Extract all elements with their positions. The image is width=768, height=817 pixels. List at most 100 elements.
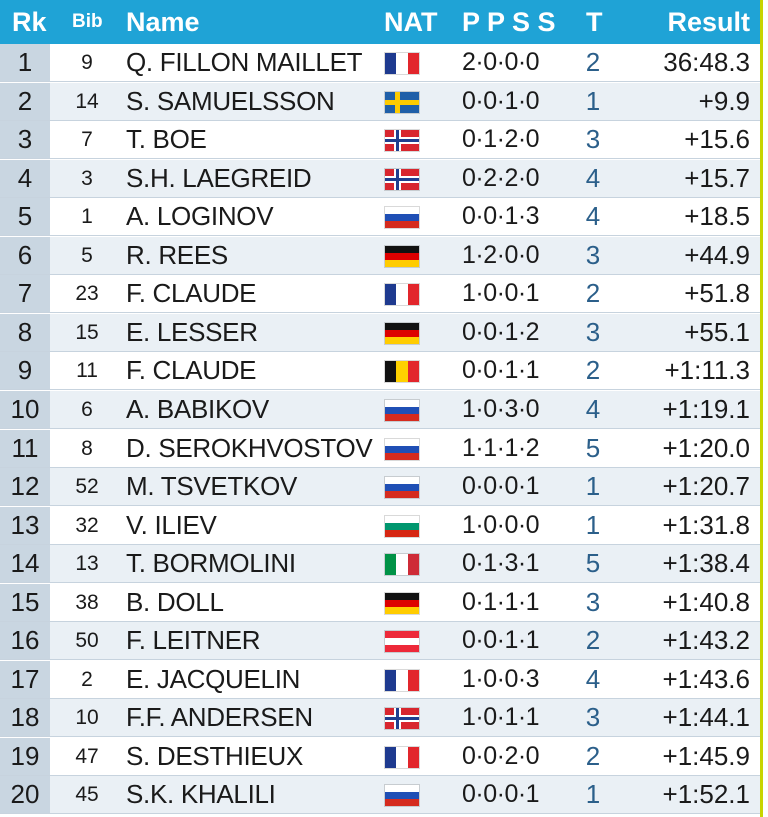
ger-flag-icon — [385, 322, 419, 344]
nor-flag-icon — [385, 130, 419, 152]
rank: 17 — [10, 663, 40, 694]
athlete-name: E. JACQUELIN — [126, 663, 301, 694]
total-misses: 2 — [585, 47, 601, 77]
rank: 13 — [10, 509, 40, 540]
table-row: 6 5 R. REES 1·2·0·0 3 +44.9 — [0, 236, 760, 275]
result: +1:43.2 — [662, 625, 750, 656]
athlete-name: E. LESSER — [126, 316, 258, 347]
total-misses: 3 — [585, 586, 601, 617]
result: +18.5 — [684, 201, 750, 232]
rus-flag-icon — [385, 438, 419, 460]
athlete-name: S.K. KHALILI — [126, 779, 276, 810]
athlete-name: Q. FILLON MAILLET — [126, 47, 363, 77]
rank: 9 — [17, 355, 33, 386]
rank-cell — [0, 198, 50, 236]
fra-flag-icon — [385, 669, 419, 691]
table-row: 4 3 S.H. LAEGREID 0·2·2·0 4 +15.7 — [0, 159, 760, 198]
rank-cell — [0, 776, 50, 814]
nor-flag-icon — [385, 168, 419, 190]
rank: 8 — [17, 316, 33, 347]
shooting-ppss: 0·1·1·1 — [462, 587, 540, 616]
result: +9.9 — [698, 85, 750, 116]
rank: 1 — [17, 47, 33, 77]
header-t: T — [586, 7, 603, 37]
result: +1:43.6 — [662, 663, 750, 694]
ger-flag-icon — [385, 592, 419, 614]
total-misses: 4 — [585, 663, 601, 694]
bib: 7 — [81, 128, 93, 152]
result: +44.9 — [684, 239, 750, 270]
table-header: Rk Bib Name NAT P P S S T Result — [0, 0, 760, 44]
bib: 13 — [75, 552, 99, 576]
total-misses: 3 — [585, 316, 601, 347]
table-row: 9 11 F. CLAUDE 0·0·1·1 2 +1:11.3 — [0, 352, 760, 391]
table-row: 7 23 F. CLAUDE 1·0·0·1 2 +51.8 — [0, 275, 760, 314]
rank-cell — [0, 545, 50, 583]
athlete-name: D. SEROKHVOSTOV — [126, 432, 373, 463]
bib: 2 — [81, 667, 93, 691]
rank: 20 — [10, 779, 40, 810]
result: +15.7 — [684, 162, 750, 193]
rank: 6 — [17, 239, 33, 270]
rank: 19 — [10, 740, 40, 771]
result: +1:11.3 — [664, 355, 750, 386]
result: 36:48.3 — [663, 47, 750, 77]
result: +1:44.1 — [662, 702, 750, 733]
bib: 15 — [75, 320, 99, 344]
shooting-ppss: 0·0·0·1 — [462, 472, 540, 501]
athlete-name: F.F. ANDERSEN — [126, 702, 313, 733]
table-row: 18 10 F.F. ANDERSEN 1·0·1·1 3 +1:44.1 — [0, 699, 760, 738]
rank: 14 — [10, 548, 40, 579]
athlete-name: B. DOLL — [126, 586, 224, 617]
table-row: 8 15 E. LESSER 0·0·1·2 3 +55.1 — [0, 313, 760, 352]
athlete-name: F. CLAUDE — [126, 355, 257, 386]
total-misses: 5 — [585, 432, 601, 463]
shooting-ppss: 0·0·1·0 — [462, 86, 540, 115]
nor-flag-icon — [385, 708, 419, 730]
rank-cell — [0, 699, 50, 737]
athlete-name: T. BOE — [126, 124, 207, 155]
table-row: 1 9 Q. FILLON MAILLET 2·0·0·0 2 36:48.3 — [0, 44, 760, 82]
rank: 15 — [10, 586, 40, 617]
rank: 11 — [11, 432, 39, 463]
total-misses: 4 — [585, 201, 601, 232]
shooting-ppss: 1·0·0·3 — [462, 664, 540, 693]
bib: 3 — [81, 166, 93, 190]
header-nat: NAT — [384, 7, 438, 37]
result: +1:52.1 — [662, 779, 750, 810]
aut-flag-icon — [385, 631, 419, 653]
table-row: 20 45 S.K. KHALILI 0·0·0·1 1 +1:52.1 — [0, 776, 760, 815]
rank-cell — [0, 468, 50, 506]
shooting-ppss: 0·1·2·0 — [462, 125, 540, 154]
result: +1:40.8 — [662, 586, 750, 617]
bib: 50 — [75, 629, 99, 653]
result: +1:20.0 — [662, 432, 750, 463]
total-misses: 1 — [585, 471, 601, 502]
table-row: 14 13 T. BORMOLINI 0·1·3·1 5 +1:38.4 — [0, 545, 760, 584]
shooting-ppss: 1·1·1·2 — [462, 433, 540, 462]
table-row: 19 47 S. DESTHIEUX 0·0·2·0 2 +1:45.9 — [0, 737, 760, 776]
rank: 3 — [17, 124, 33, 155]
swe-flag-icon — [385, 91, 419, 113]
rank-cell — [0, 429, 50, 467]
athlete-name: A. BABIKOV — [126, 393, 269, 424]
rank-cell — [0, 660, 50, 698]
total-misses: 3 — [585, 124, 601, 155]
rank: 10 — [10, 393, 40, 424]
rus-flag-icon — [385, 477, 419, 499]
bib: 45 — [75, 783, 99, 807]
table-row: 3 7 T. BOE 0·1·2·0 3 +15.6 — [0, 121, 760, 160]
shooting-ppss: 0·2·2·0 — [462, 163, 540, 192]
rank-cell — [0, 622, 50, 660]
total-misses: 4 — [585, 393, 601, 424]
rus-flag-icon — [385, 207, 419, 229]
athlete-name: T. BORMOLINI — [126, 548, 296, 579]
bib: 38 — [75, 590, 99, 614]
ita-flag-icon — [385, 554, 419, 576]
shooting-ppss: 2·0·0·0 — [462, 48, 540, 76]
shooting-ppss: 0·0·1·3 — [462, 202, 540, 231]
total-misses: 1 — [585, 85, 601, 116]
rank-cell — [0, 44, 50, 81]
rank: 12 — [10, 471, 40, 502]
result: +1:20.7 — [662, 471, 750, 502]
